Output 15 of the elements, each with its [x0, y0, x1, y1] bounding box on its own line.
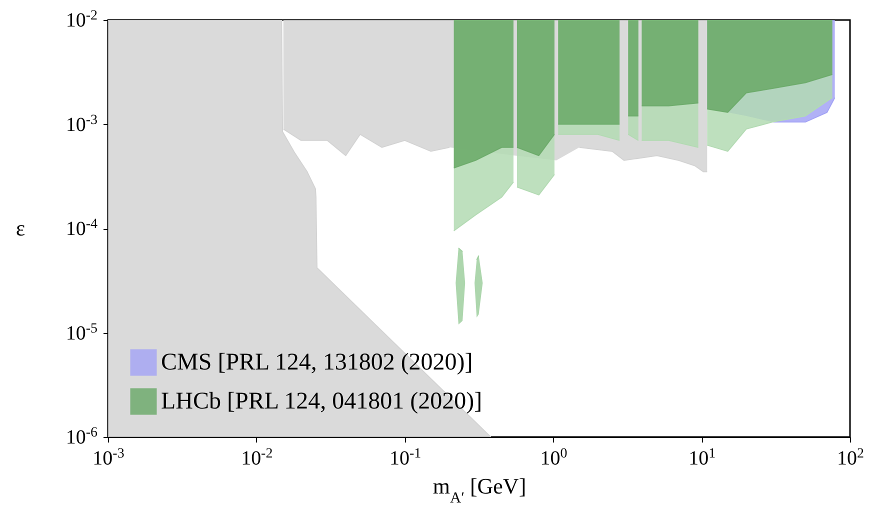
x-axis-title: m$_{A′}$ [GeV]	[432, 474, 526, 506]
y-tick-label: 10$^{-2}$	[66, 8, 98, 32]
y-tick-label: 10$^{-3}$	[66, 112, 98, 136]
x-tick-label: 10$^{-1}$	[389, 446, 422, 470]
x-tick-label: 10$^{0}$	[540, 446, 568, 470]
legend-label: LHCb [PRL 124, 041801 (2020)]	[161, 388, 482, 414]
y-tick-label: 10$^{-5}$	[66, 320, 98, 344]
x-tick-label: 10$^{1}$	[688, 446, 716, 470]
y-tick-label: 10$^{-6}$	[66, 425, 98, 448]
legend-label: CMS [PRL 124, 131802 (2020)]	[161, 350, 473, 376]
x-tick-label: 10$^{2}$	[837, 446, 864, 470]
y-tick-label: 10$^{-4}$	[66, 216, 98, 240]
y-axis-title: ε	[16, 216, 26, 240]
x-tick-label: 10$^{-2}$	[241, 446, 273, 470]
x-tick-label: 10$^{-3}$	[92, 446, 124, 470]
